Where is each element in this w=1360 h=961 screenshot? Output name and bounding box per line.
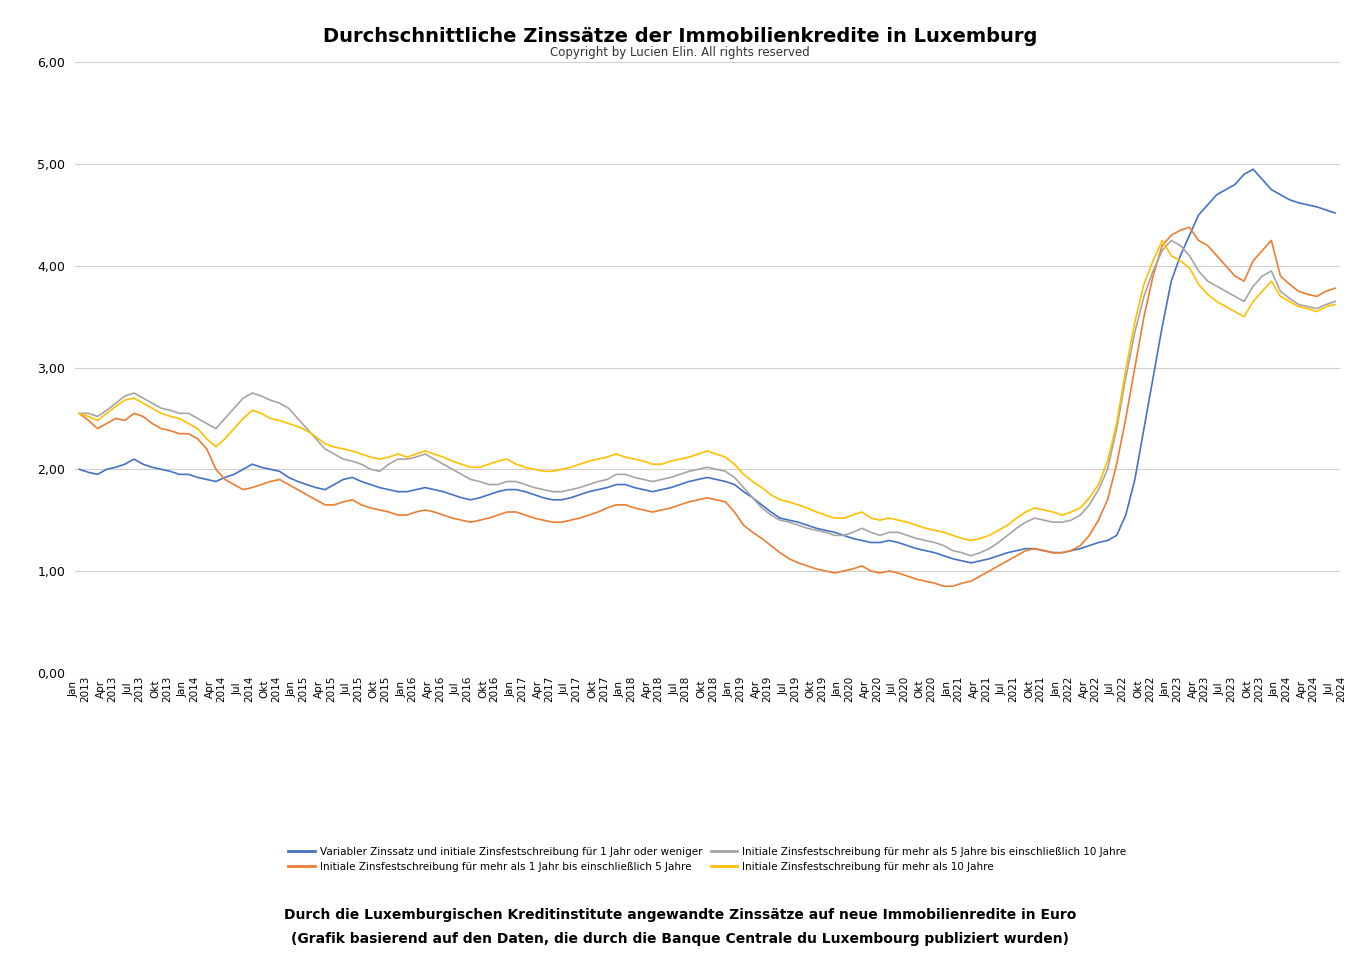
Legend: Variabler Zinssatz und initiale Zinsfestschreibung für 1 Jahr oder weniger, Init: Variabler Zinssatz und initiale Zinsfest…	[284, 843, 1130, 876]
Text: Copyright by Lucien Elin. All rights reserved: Copyright by Lucien Elin. All rights res…	[551, 46, 809, 60]
Text: (Grafik basierend auf den Daten, die durch die Banque Centrale du Luxembourg pub: (Grafik basierend auf den Daten, die dur…	[291, 932, 1069, 947]
Text: Durchschnittliche Zinssätze der Immobilienkredite in Luxemburg: Durchschnittliche Zinssätze der Immobili…	[322, 27, 1038, 46]
Text: Durch die Luxemburgischen Kreditinstitute angewandte Zinssätze auf neue Immobili: Durch die Luxemburgischen Kreditinstitut…	[284, 908, 1076, 923]
